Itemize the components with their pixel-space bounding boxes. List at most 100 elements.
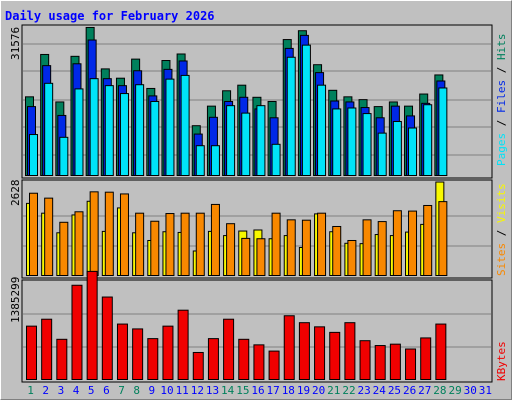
legend-kbytes: KBytes (495, 341, 508, 381)
day-label: 7 (118, 384, 125, 397)
kbytes-bar (86, 270, 98, 380)
day-label: 11 (176, 384, 189, 397)
pages-bar (44, 82, 54, 176)
hits-panel-max-label: 31576 (9, 26, 22, 60)
sites-bar (271, 212, 281, 276)
pages-bar (241, 112, 251, 177)
sites-bar (59, 221, 69, 277)
pages-bar (271, 143, 281, 177)
day-label: 12 (191, 384, 204, 397)
pages-bar (256, 105, 266, 176)
day-label: 1 (27, 384, 34, 397)
day-label: 19 (297, 384, 310, 397)
pages-bar (104, 85, 114, 176)
sites-bar (150, 220, 160, 276)
sites-bar (210, 203, 220, 277)
kbytes-bar (147, 338, 159, 381)
day-label: 17 (267, 384, 280, 397)
pages-bar (210, 145, 220, 176)
kbytes-bar (192, 351, 204, 381)
day-label: 20 (312, 384, 325, 397)
legend-separator: / (495, 113, 508, 133)
sites-bar (423, 204, 433, 276)
visits-panel-legend: Sites / Visits (495, 183, 508, 276)
kbytes-bar (26, 325, 37, 380)
sites-bar (44, 197, 54, 276)
day-label: 8 (133, 384, 140, 397)
kbytes-bar (283, 315, 295, 380)
pages-bar (332, 108, 342, 176)
day-label: 4 (73, 384, 80, 397)
sites-bar (119, 193, 129, 276)
day-label: 18 (282, 384, 295, 397)
legend-hits: Hits (495, 33, 508, 61)
kbytes-bar (207, 338, 219, 381)
day-label: 15 (236, 384, 249, 397)
kbytes-bar (268, 350, 280, 381)
day-label: 2 (42, 384, 49, 397)
kbytes-bar (116, 323, 128, 380)
kbytes-bar (71, 284, 83, 381)
visits-panel-max-label: 2628 (9, 179, 22, 207)
kbytes-bar (238, 338, 250, 381)
pages-bar (29, 134, 38, 177)
day-label: 27 (418, 384, 431, 397)
legend-visits: Visits (495, 183, 508, 223)
day-label: 10 (160, 384, 173, 397)
pages-bar (377, 132, 387, 176)
pages-bar (392, 120, 402, 177)
sites-bar (256, 238, 266, 276)
kbytes-bar (359, 340, 371, 381)
day-label: 28 (433, 384, 446, 397)
pages-bar (408, 127, 418, 177)
day-label: 22 (342, 384, 355, 397)
sites-bar (286, 219, 296, 277)
day-label: 24 (373, 384, 387, 397)
sites-bar (74, 211, 84, 276)
day-label: 26 (403, 384, 416, 397)
kbytes-bar (314, 326, 326, 381)
sites-bar (392, 210, 402, 276)
sites-bar (347, 239, 357, 276)
sites-bar (301, 219, 311, 276)
legend-files: Files (495, 79, 508, 113)
pages-bar (180, 74, 190, 176)
pages-bar (317, 84, 327, 176)
pages-bar (89, 78, 99, 176)
sites-bar (408, 210, 418, 276)
day-label: 3 (58, 384, 65, 397)
kbytes-bar (41, 318, 53, 381)
pages-bar (195, 145, 205, 176)
kbytes-bar (298, 322, 310, 380)
pages-bar (362, 113, 372, 176)
pages-bar (438, 87, 448, 176)
pages-bar (119, 93, 129, 176)
kbytes-panel-legend: KBytes (495, 341, 508, 381)
sites-bar (241, 237, 251, 277)
day-label: 29 (448, 384, 461, 397)
day-label: 21 (327, 384, 340, 397)
day-label: 9 (149, 384, 156, 397)
kbytes-bar (405, 348, 417, 381)
sites-bar (226, 223, 236, 276)
pages-bar (226, 105, 236, 176)
pages-bar (150, 100, 160, 176)
kbytes-bar (162, 325, 174, 380)
kbytes-bar (389, 343, 401, 380)
day-label: 31 (479, 384, 492, 397)
sites-bar (29, 192, 38, 276)
day-label: 6 (103, 384, 110, 397)
sites-bar (317, 212, 327, 276)
kbytes-panel-max-label: 1385299 (9, 276, 22, 323)
kbytes-bar (420, 337, 432, 381)
pages-bar (59, 136, 69, 177)
kbytes-bar (329, 331, 341, 380)
day-label: 23 (358, 384, 371, 397)
day-label: 13 (206, 384, 219, 397)
legend-pages: Pages (495, 132, 508, 166)
pages-bar (165, 78, 175, 176)
sites-bar (438, 201, 448, 276)
kbytes-bar (374, 345, 386, 380)
pages-bar (423, 104, 433, 176)
